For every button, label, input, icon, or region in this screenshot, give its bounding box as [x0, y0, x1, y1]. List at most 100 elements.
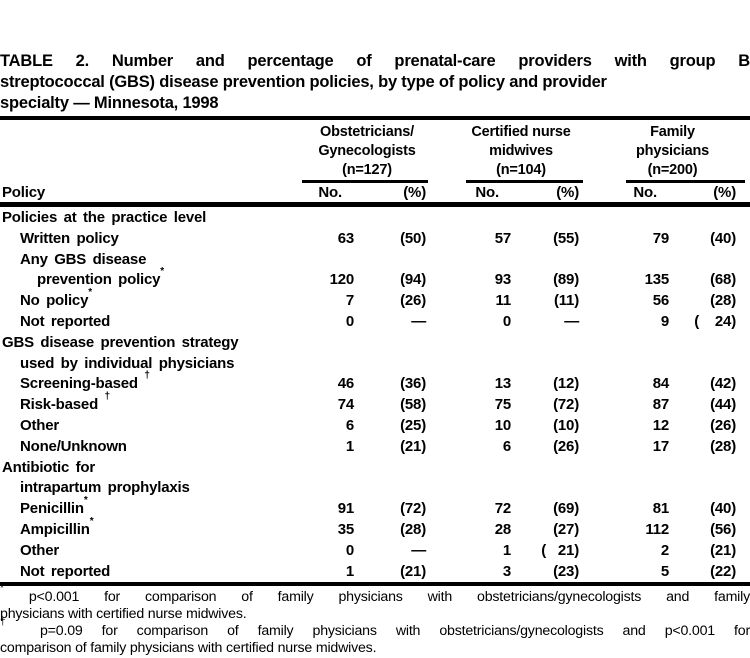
- cell-percent: (50): [400, 229, 426, 247]
- footnote-line: * p<0.001 for comparison of family physi…: [0, 584, 750, 606]
- cell-percent: ( 24): [694, 312, 736, 330]
- cell-percent: (28): [710, 292, 736, 310]
- row-label: Penicillin*: [20, 495, 88, 518]
- footnote-text: comparison of family physicians with cer…: [0, 640, 377, 656]
- cell-percent: (42): [710, 375, 736, 393]
- cell-percent: (89): [553, 271, 579, 289]
- column-subheader-row: Policy No. (%) No. (%) No. (%): [0, 184, 750, 202]
- cell-percent: (40): [710, 500, 736, 518]
- footnotes: * p<0.001 for comparison of family physi…: [0, 584, 750, 657]
- cell-percent: (58): [400, 396, 426, 414]
- row-section-label: GBS disease prevention strategy: [2, 333, 239, 351]
- cell-number: 1: [345, 437, 354, 455]
- table-row: Antibiotic for: [0, 458, 750, 479]
- footnote-marker: *: [89, 515, 94, 527]
- cell-number: 12: [652, 416, 669, 434]
- cell-number: 11: [495, 292, 512, 310]
- cell-percent: (11): [553, 292, 579, 310]
- cell-percent: (22): [710, 562, 736, 580]
- cell-number: 35: [337, 520, 354, 538]
- footnote-line: physicians with certified nurse midwives…: [0, 606, 750, 623]
- row-section-label: Policies at the practice level: [2, 209, 207, 226]
- cell-number: 81: [652, 500, 669, 518]
- cell-number: 93: [494, 271, 511, 289]
- table-title: TABLE 2. Number and percentage of prenat…: [0, 51, 750, 114]
- cell-number: 6: [345, 416, 354, 434]
- column-group-header-midwives: Certified nurse midwives (n=104): [443, 123, 599, 180]
- cell-percent: (10): [553, 416, 579, 434]
- footnote-marker: †: [144, 370, 150, 382]
- cell-number: 79: [652, 229, 669, 247]
- cell-percent: —: [564, 312, 579, 330]
- cell-number: 10: [494, 416, 511, 434]
- table-row: Any GBS disease: [0, 250, 750, 271]
- cell-number: 84: [652, 375, 669, 393]
- table-row: Risk-based † 74 (58) 75 (72) 87 (44): [0, 391, 750, 416]
- cell-number: 1: [345, 562, 354, 580]
- pct-column-header: (%): [556, 184, 579, 201]
- cell-number: 28: [494, 520, 511, 538]
- group-header-line: midwives: [489, 143, 553, 159]
- table-row: None/Unknown 1 (21) 6 (26) 17 (28): [0, 437, 750, 458]
- footnote-marker: †: [104, 391, 111, 403]
- header-divider-rule: [0, 202, 750, 207]
- group-header-line: Certified nurse: [471, 124, 571, 140]
- group-header-count: (n=104): [496, 162, 546, 178]
- no-column-header: No.: [318, 184, 342, 201]
- title-line-3: specialty — Minnesota, 1998: [0, 94, 219, 112]
- cell-number: 135: [644, 271, 670, 289]
- table-row: prevention policy* 120 (94) 93 (89) 135 (68): [0, 267, 750, 291]
- cell-percent: (26): [710, 416, 736, 434]
- table-row: Screening-based † 46 (36) 13 (12) 84 (42): [0, 371, 750, 395]
- cell-number: 112: [645, 520, 669, 538]
- group-underline-obgyn: [302, 180, 428, 183]
- row-label: intrapartum prophylaxis: [20, 479, 190, 497]
- table-row: intrapartum prophylaxis: [0, 478, 750, 499]
- table-row: GBS disease prevention strategy: [0, 333, 750, 354]
- table-row: Penicillin* 91 (72) 72 (69) 81 (40): [0, 495, 750, 520]
- cell-percent: (55): [553, 229, 579, 247]
- cell-percent: (28): [710, 437, 736, 455]
- table-row: Other 6 (25) 10 (10) 12 (26): [0, 416, 750, 437]
- cell-percent: (40): [710, 229, 736, 247]
- row-label: Risk-based †: [20, 391, 111, 414]
- cell-number: 2: [660, 541, 669, 559]
- cell-number: 0: [345, 541, 354, 559]
- row-label: used by individual physicians: [20, 354, 235, 372]
- pct-column-header: (%): [713, 184, 736, 201]
- bottom-divider-rule: [0, 582, 750, 586]
- row-label: Ampicillin*: [20, 515, 94, 538]
- pct-column-header: (%): [403, 184, 426, 201]
- column-group-header-obgyn: Obstetricians/ Gynecologists (n=127): [289, 123, 445, 180]
- cell-percent: (69): [553, 500, 579, 518]
- cell-percent: (56): [710, 520, 736, 538]
- table-row: Other 0 — 1 ( 21) 2 (21): [0, 541, 750, 562]
- footnote-text: p<0.001 for comparison of family physici…: [28, 589, 750, 605]
- footnote-text: p=0.09 for comparison of family physicia…: [39, 623, 750, 639]
- footnote-text: physicians with certified nurse midwives…: [0, 606, 247, 622]
- cell-percent: (94): [400, 271, 426, 289]
- cell-percent: (23): [553, 562, 579, 580]
- cell-percent: —: [411, 541, 426, 559]
- row-label: Other: [20, 541, 60, 559]
- table-row: No policy* 7 (26) 11 (11) 56 (28): [0, 288, 750, 312]
- table-body: Policies at the practice level Written po…: [0, 208, 750, 582]
- cell-percent: (26): [553, 437, 579, 455]
- row-section-label: Antibiotic for: [2, 458, 96, 476]
- cell-number: 17: [652, 437, 669, 455]
- cell-number: 63: [337, 229, 354, 247]
- no-column-header: No.: [475, 184, 499, 201]
- cell-number: 9: [660, 312, 669, 330]
- group-header-line: Family: [650, 124, 695, 140]
- column-group-header-family: Family physicians (n=200): [594, 123, 750, 180]
- cell-percent: ( 21): [541, 541, 579, 559]
- cell-number: 1: [502, 541, 511, 559]
- group-header-count: (n=127): [342, 162, 392, 178]
- cell-percent: (68): [710, 271, 736, 289]
- cell-percent: (28): [400, 520, 426, 538]
- group-header-line: Gynecologists: [318, 143, 416, 159]
- cell-percent: (36): [400, 375, 426, 393]
- table-row: Not reported 1 (21) 3 (23) 5 (22): [0, 562, 750, 583]
- footnote-line: † p=0.09 for comparison of family physic…: [0, 618, 750, 640]
- footnote-marker: *: [83, 495, 88, 507]
